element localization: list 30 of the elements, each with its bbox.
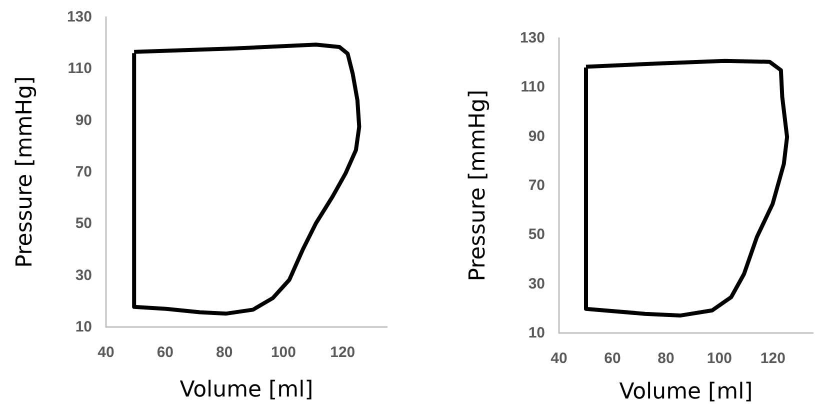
y-tick-label: 30 (75, 266, 92, 284)
x-tick-label: 60 (604, 350, 621, 367)
y-tick-label: 10 (528, 324, 545, 342)
x-tick-label: 60 (156, 344, 174, 361)
y-tick-label: 10 (75, 318, 92, 336)
x-tick-label: 100 (706, 350, 732, 367)
y-tick-label: 70 (528, 177, 545, 194)
y-tick-label: 110 (520, 78, 545, 96)
y-tick-label: 70 (75, 164, 92, 180)
x-tick-label: 120 (330, 344, 356, 361)
y-axis-title: Pressure [mmHg] (12, 76, 38, 268)
x-tick-label: 40 (550, 350, 568, 367)
y-tick-label: 130 (66, 8, 92, 26)
x-tick-label: 80 (658, 350, 674, 367)
x-axis-title: Volume [ml] (619, 380, 753, 404)
x-tick-label: 100 (270, 344, 296, 361)
y-tick-label: 50 (75, 215, 92, 232)
y-tick-label: 90 (75, 112, 92, 129)
x-tick-label: 120 (760, 350, 786, 367)
y-tick-label: 50 (528, 226, 545, 244)
y-axis-title: Pressure [mmHg] (466, 90, 490, 282)
y-tick-label: 130 (520, 30, 545, 46)
line-series (132, 42, 362, 316)
line-series (584, 58, 790, 318)
x-tick-label: 80 (216, 344, 233, 361)
x-tick-label: 40 (98, 344, 114, 361)
y-tick-label: 110 (68, 60, 92, 78)
x-axis-title: Volume [ml] (180, 378, 314, 402)
y-tick-label: 30 (528, 275, 545, 292)
y-tick-label: 90 (528, 128, 545, 145)
